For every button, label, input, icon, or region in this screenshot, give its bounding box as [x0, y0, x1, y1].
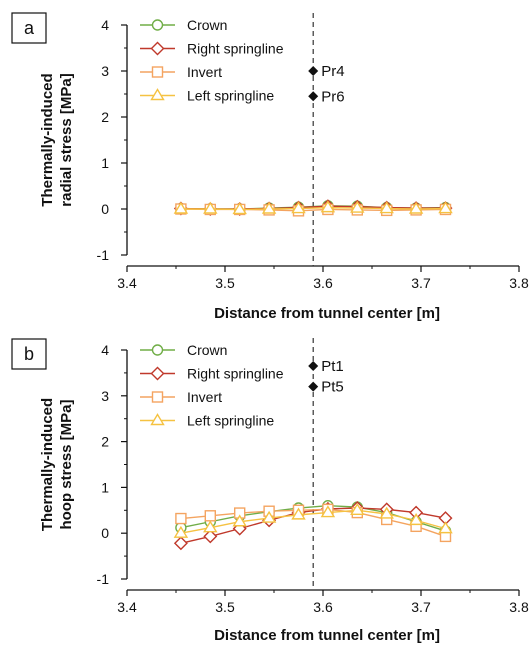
data-point — [203, 520, 218, 533]
legend-label: Invert — [187, 389, 222, 405]
legend-marker — [151, 344, 164, 356]
data-point — [379, 506, 394, 519]
data-point — [261, 510, 277, 523]
legend-label: Crown — [187, 17, 227, 33]
y-axis-title-line: hoop stress [MPa] — [58, 399, 75, 529]
x-tick-label: 3.8 — [509, 599, 529, 615]
x-tick-label: 3.6 — [313, 275, 333, 291]
y-tick-label: 2 — [101, 109, 109, 125]
data-point — [173, 201, 189, 214]
panel-label-box — [11, 12, 47, 44]
legend-marker — [150, 88, 165, 101]
y-axis-title-line: Thermally-induced — [39, 73, 56, 206]
y-tick-label: 3 — [101, 63, 109, 79]
series-line-left-springline — [180, 509, 446, 534]
chart-panel-b: b -1 0 1 2 3 4 3.4 3.5 3.6 3.7 3.8 Distance from tun… — [11, 338, 529, 644]
annotation-label: Pt5 — [321, 379, 344, 396]
y-tick-label: 0 — [101, 525, 109, 541]
series-line-right-springline — [180, 507, 446, 544]
annotation-label: Pr6 — [321, 88, 344, 105]
legend-marker — [150, 366, 165, 381]
legend-marker — [151, 391, 164, 403]
data-point — [379, 201, 394, 214]
data-point — [438, 521, 453, 534]
x-tick-label: 3.7 — [411, 599, 431, 615]
series-line-left-springline — [180, 206, 446, 211]
series-line-invert — [180, 508, 446, 538]
data-point — [232, 202, 247, 215]
x-tick-label: 3.4 — [117, 275, 137, 291]
panel-label: b — [24, 344, 34, 364]
panel-label: a — [24, 18, 35, 38]
x-tick-label: 3.7 — [411, 275, 431, 291]
annotation-label: Pt1 — [321, 358, 344, 375]
data-point — [350, 502, 365, 515]
x-axis-title: Distance from tunnel center [m] — [214, 627, 440, 644]
annotation-marker — [308, 66, 319, 76]
y-tick-label: -1 — [97, 247, 110, 263]
data-point — [175, 512, 187, 525]
y-tick-label: 4 — [101, 17, 109, 33]
panel-label-box — [11, 338, 47, 370]
annotation-marker — [308, 381, 319, 392]
chart-panel-a: a -1 0 1 2 3 4 3.4 3.5 3.6 3.7 3.8 Distance from tun… — [11, 12, 529, 322]
data-point — [320, 200, 336, 213]
x-tick-label: 3.6 — [313, 599, 333, 615]
annotation-label: Pr4 — [321, 63, 344, 80]
y-tick-label: 1 — [101, 479, 109, 495]
data-point — [232, 514, 247, 527]
data-point — [261, 201, 277, 214]
y-tick-label: 4 — [101, 342, 109, 358]
data-point — [438, 201, 453, 214]
data-point — [204, 510, 217, 522]
legend-marker — [151, 19, 164, 31]
legend-label: Invert — [187, 64, 222, 80]
y-tick-label: 3 — [101, 388, 109, 404]
legend-marker — [150, 413, 165, 426]
y-tick-label: 0 — [101, 201, 109, 217]
legend-label: Left springline — [187, 88, 274, 104]
annotation-marker — [308, 361, 319, 372]
annotation-marker — [308, 91, 319, 102]
data-point — [408, 513, 424, 526]
legend-label: Left springline — [187, 413, 274, 429]
data-point — [203, 201, 218, 214]
legend-label: Right springline — [187, 366, 284, 382]
data-point — [291, 201, 306, 214]
x-tick-label: 3.5 — [215, 275, 235, 291]
x-tick-label: 3.5 — [215, 599, 235, 615]
data-point — [350, 200, 365, 213]
data-point — [173, 536, 188, 551]
y-tick-label: 1 — [101, 155, 109, 171]
legend-marker — [150, 41, 165, 56]
legend-label: Crown — [187, 342, 227, 358]
legend-label: Right springline — [187, 41, 284, 57]
x-tick-label: 3.4 — [117, 599, 137, 615]
y-axis-title-line: Thermally-induced — [39, 398, 56, 531]
x-axis-title: Distance from tunnel center [m] — [214, 305, 440, 322]
data-point — [291, 507, 306, 520]
data-point — [203, 529, 218, 544]
y-tick-label: 2 — [101, 434, 109, 450]
data-point — [320, 505, 336, 518]
y-tick-label: -1 — [97, 571, 110, 587]
data-point — [173, 525, 189, 538]
y-axis-title-line: radial stress [MPa] — [58, 73, 75, 206]
legend-marker — [151, 66, 164, 78]
data-point — [408, 201, 424, 214]
x-tick-label: 3.8 — [509, 275, 529, 291]
